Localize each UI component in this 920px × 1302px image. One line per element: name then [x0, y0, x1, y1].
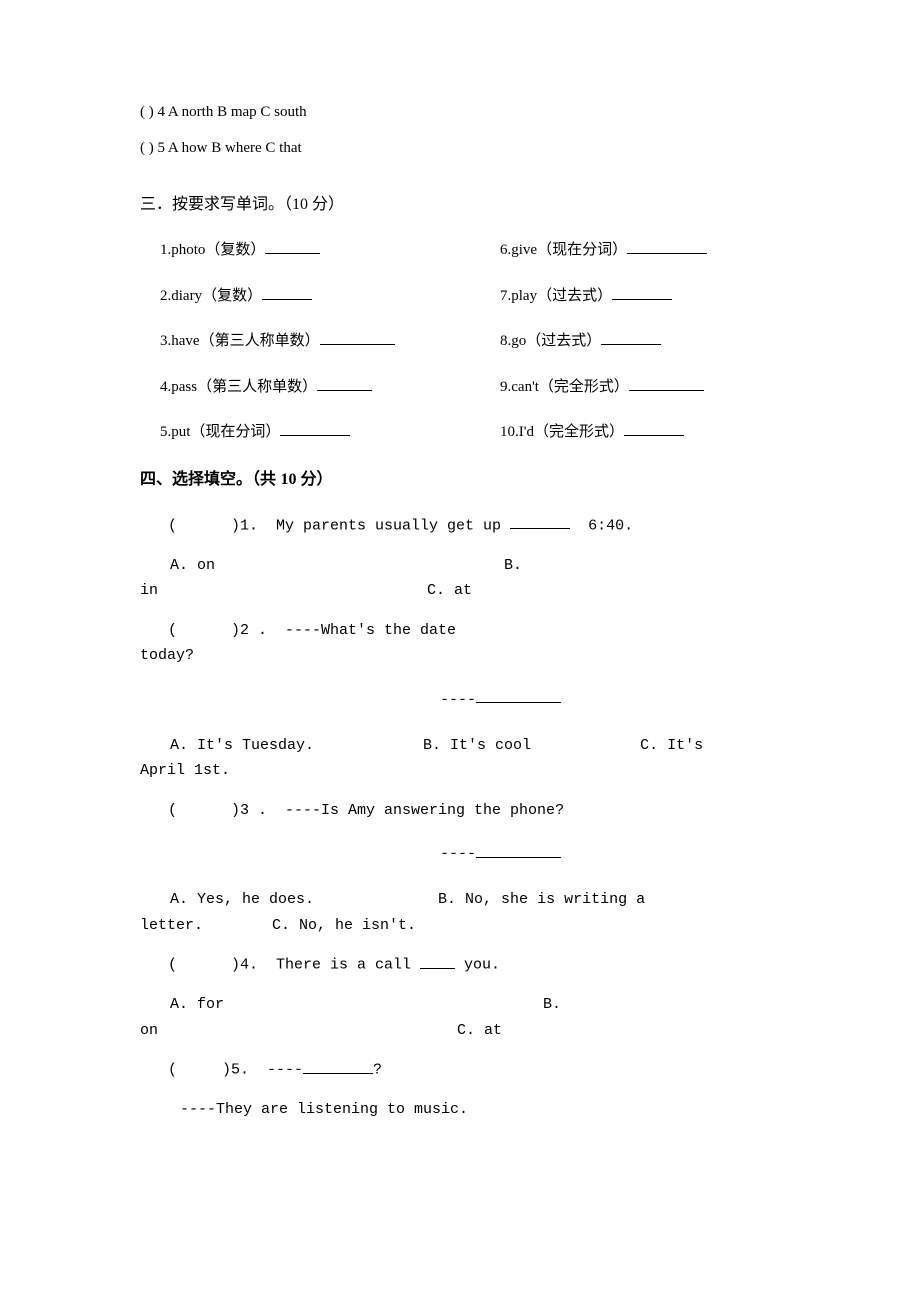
blank[interactable] [629, 373, 704, 391]
s4-q4-stem: ( )4. There is a call you. [140, 952, 780, 978]
s4-q1-options-2: in C. at [140, 578, 780, 604]
blank[interactable] [265, 236, 320, 254]
blank[interactable] [612, 282, 672, 300]
s4-q3-options: A. Yes, he does. B. No, she is writing a [140, 887, 780, 913]
blank[interactable] [303, 1057, 373, 1074]
word-left-3: 3.have（第三人称单数） [160, 333, 320, 349]
s4-q1-stem: ( )1. My parents usually get up 6:40. [140, 513, 780, 539]
blank[interactable] [624, 418, 684, 436]
section-4-title: 四、选择填空。（共 10 分） [140, 466, 780, 493]
blank[interactable] [320, 327, 395, 345]
opt-c: C. It's [640, 737, 703, 754]
s4-q2-options-2: April 1st. [140, 758, 780, 784]
blank[interactable] [627, 236, 707, 254]
blank[interactable] [601, 327, 661, 345]
s4-q4-options: A. for B. [140, 992, 780, 1018]
opt-a: A. Yes, he does. [170, 891, 314, 908]
s4-q3-blank: ---- [140, 841, 780, 867]
blank[interactable] [476, 841, 561, 858]
word-left-5: 5.put（现在分词） [160, 424, 280, 440]
s4-q2-options: A. It's Tuesday. B. It's cool C. It's [140, 733, 780, 759]
opt-b: B. No, she is writing a [438, 891, 645, 908]
word-left-4: 4.pass（第三人称单数） [160, 379, 317, 395]
s4-q5-stem: ( )5. ----? [140, 1057, 780, 1083]
s4-q1-options: A. on B. [140, 553, 780, 579]
word-right-4: 9.can't（完全形式） [500, 379, 629, 395]
word-row-1: 1.photo（复数） 6.give（现在分词） [140, 236, 780, 264]
opt-b: B. [543, 996, 561, 1013]
word-row-4: 4.pass（第三人称单数） 9.can't（完全形式） [140, 373, 780, 401]
opt-a: A. It's Tuesday. [170, 737, 314, 754]
word-right-1: 6.give（现在分词） [500, 242, 627, 258]
opt-a: A. for [170, 996, 224, 1013]
word-right-3: 8.go（过去式） [500, 333, 601, 349]
s4-q2-today: today? [140, 643, 780, 669]
s4-q4-options-2: on C. at [140, 1018, 780, 1044]
blank[interactable] [262, 282, 312, 300]
s4-q3-stem: ( )3 . ----Is Amy answering the phone? [140, 798, 780, 824]
blank[interactable] [317, 373, 372, 391]
s4-q2-stem: ( )2 . ----What's the date [140, 618, 780, 644]
word-row-2: 2.diary（复数） 7.play（过去式） [140, 282, 780, 310]
word-row-5: 5.put（现在分词） 10.I'd（完全形式） [140, 418, 780, 446]
blank[interactable] [280, 418, 350, 436]
opt-b: B. It's cool [423, 737, 531, 754]
opt-c: C. at [457, 1022, 502, 1039]
word-row-3: 3.have（第三人称单数） 8.go（过去式） [140, 327, 780, 355]
word-right-2: 7.play（过去式） [500, 288, 612, 304]
word-right-5: 10.I'd（完全形式） [500, 424, 624, 440]
blank[interactable] [420, 952, 455, 969]
blank[interactable] [476, 687, 561, 704]
opt-b: B. [504, 557, 522, 574]
blank[interactable] [510, 513, 570, 530]
word-left-2: 2.diary（复数） [160, 288, 262, 304]
opt-c: C. No, he isn't. [272, 917, 416, 934]
opt-b-cont: in [140, 582, 158, 599]
word-left-1: 1.photo（复数） [160, 242, 265, 258]
section-3-title: 三．按要求写单词。（10 分） [140, 191, 780, 218]
s4-q3-options-2: letter. C. No, he isn't. [140, 913, 780, 939]
s4-q5-ans: ----They are listening to music. [140, 1097, 780, 1123]
opt-a: A. on [170, 557, 215, 574]
opt-c: C. at [427, 582, 472, 599]
s4-q2-blank: ---- [140, 687, 780, 713]
question-4: ( ) 4 A north B map C south [140, 100, 780, 126]
question-5: ( ) 5 A how B where C that [140, 136, 780, 162]
